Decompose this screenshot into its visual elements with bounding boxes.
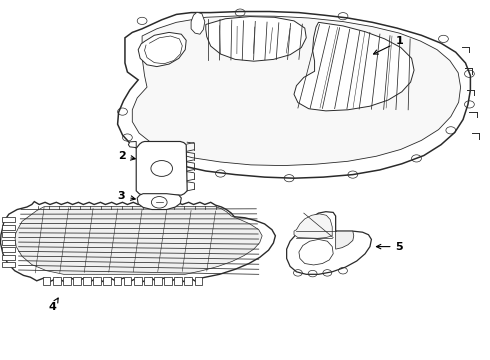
- Polygon shape: [118, 12, 470, 178]
- FancyBboxPatch shape: [2, 247, 15, 252]
- FancyBboxPatch shape: [2, 255, 15, 260]
- FancyBboxPatch shape: [114, 277, 122, 285]
- FancyBboxPatch shape: [184, 277, 192, 285]
- Text: 2: 2: [118, 151, 135, 161]
- FancyBboxPatch shape: [2, 225, 15, 230]
- Polygon shape: [138, 32, 186, 67]
- FancyBboxPatch shape: [2, 262, 15, 267]
- Polygon shape: [132, 16, 461, 166]
- FancyBboxPatch shape: [83, 277, 91, 285]
- FancyBboxPatch shape: [164, 277, 172, 285]
- FancyBboxPatch shape: [53, 277, 61, 285]
- FancyBboxPatch shape: [2, 232, 15, 238]
- Text: 1: 1: [373, 36, 403, 54]
- FancyBboxPatch shape: [2, 240, 15, 245]
- Text: 3: 3: [118, 191, 135, 201]
- Polygon shape: [191, 12, 205, 34]
- FancyBboxPatch shape: [93, 277, 101, 285]
- Polygon shape: [206, 17, 306, 61]
- Polygon shape: [294, 214, 332, 238]
- Polygon shape: [336, 231, 354, 249]
- FancyBboxPatch shape: [73, 277, 81, 285]
- FancyBboxPatch shape: [174, 277, 182, 285]
- Polygon shape: [15, 207, 262, 274]
- FancyBboxPatch shape: [195, 277, 202, 285]
- FancyBboxPatch shape: [144, 277, 152, 285]
- Polygon shape: [128, 141, 136, 148]
- Polygon shape: [137, 194, 181, 210]
- Polygon shape: [294, 22, 414, 111]
- Polygon shape: [0, 202, 275, 282]
- FancyBboxPatch shape: [2, 217, 15, 222]
- FancyBboxPatch shape: [123, 277, 131, 285]
- FancyBboxPatch shape: [43, 277, 50, 285]
- Polygon shape: [136, 141, 187, 195]
- FancyBboxPatch shape: [134, 277, 142, 285]
- FancyBboxPatch shape: [103, 277, 111, 285]
- Polygon shape: [287, 212, 371, 274]
- FancyBboxPatch shape: [154, 277, 162, 285]
- Polygon shape: [299, 239, 333, 265]
- FancyBboxPatch shape: [63, 277, 71, 285]
- Text: 4: 4: [49, 298, 58, 312]
- Text: 5: 5: [376, 242, 403, 252]
